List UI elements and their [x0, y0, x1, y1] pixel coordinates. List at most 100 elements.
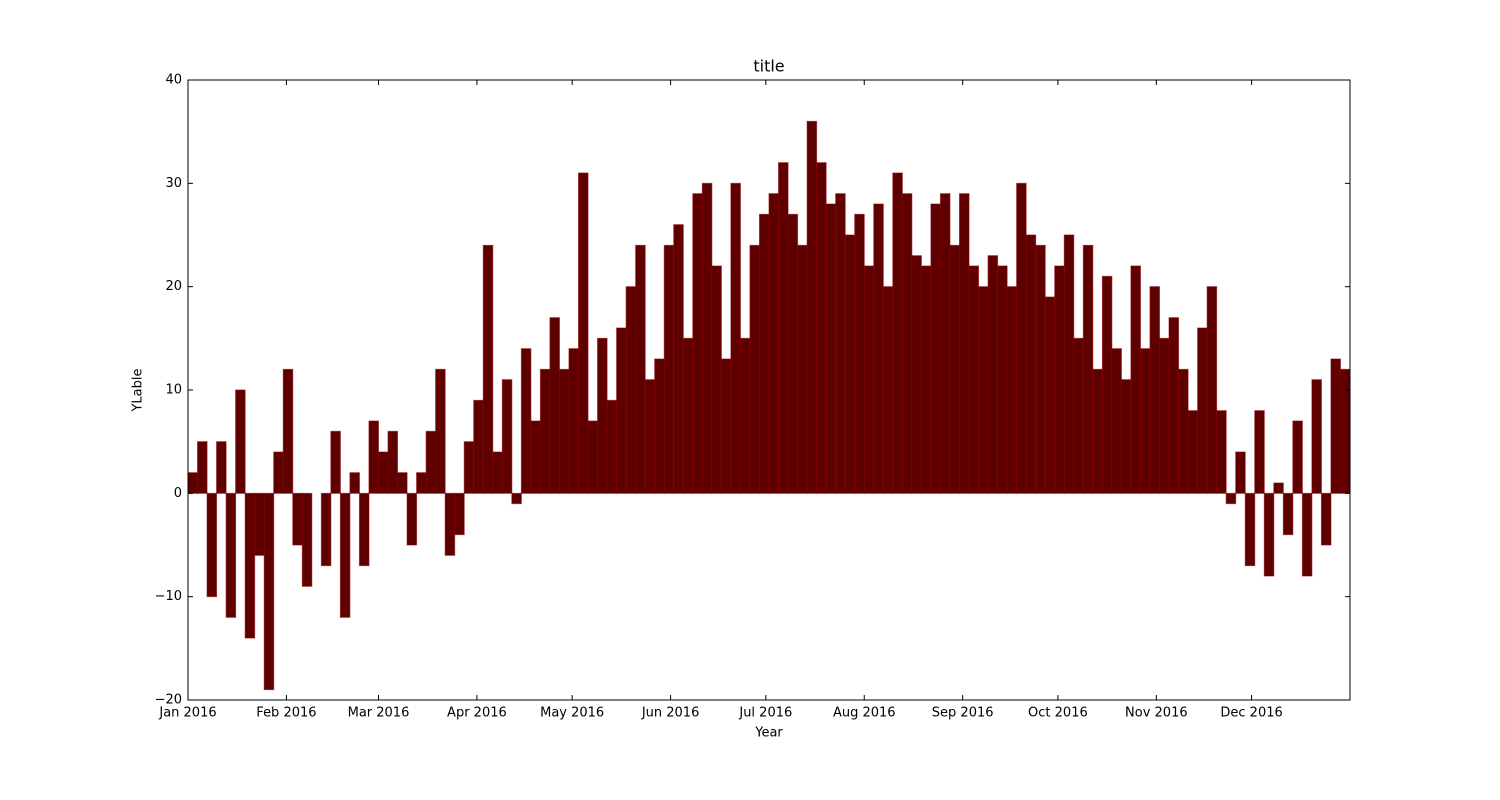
bar — [511, 492, 522, 505]
bar — [1035, 244, 1046, 494]
bar — [606, 399, 618, 494]
bar — [254, 492, 265, 556]
x-tick-label: May 2016 — [540, 706, 604, 721]
bar — [654, 358, 665, 494]
bar — [949, 244, 960, 494]
chart-title: title — [753, 57, 784, 76]
bar — [1282, 492, 1294, 536]
bar — [616, 327, 627, 494]
x-tick-label: Dec 2016 — [1220, 706, 1282, 721]
bar — [787, 213, 799, 494]
bar — [482, 244, 494, 494]
bar — [692, 193, 703, 494]
bar — [1263, 492, 1275, 577]
bar — [1082, 244, 1094, 494]
x-tick-label: Jul 2016 — [738, 706, 792, 721]
bar — [387, 430, 399, 494]
bar — [235, 389, 246, 494]
bar — [520, 348, 532, 494]
bar — [320, 492, 332, 567]
bar — [625, 286, 637, 494]
bar — [1120, 379, 1132, 494]
bar — [1330, 358, 1341, 494]
y-tick-label: 0 — [174, 486, 182, 501]
bar — [720, 358, 732, 494]
bar — [473, 399, 484, 494]
bar — [1159, 337, 1170, 494]
bar — [1197, 327, 1208, 494]
bar — [958, 193, 970, 494]
bar — [539, 368, 551, 494]
bar — [568, 348, 580, 494]
bar — [530, 420, 541, 494]
bar — [844, 234, 856, 494]
bar — [749, 244, 760, 494]
bar — [1073, 337, 1084, 494]
bar — [682, 337, 694, 494]
bar — [1054, 265, 1065, 494]
bar — [892, 172, 903, 494]
y-tick-label: 10 — [165, 383, 182, 398]
bar — [216, 441, 227, 494]
bar — [968, 265, 980, 494]
y-tick-label: 30 — [165, 176, 182, 191]
bar — [730, 182, 741, 494]
bar — [911, 255, 922, 494]
bar — [558, 368, 570, 494]
bar — [368, 420, 379, 494]
bar — [663, 244, 675, 494]
bar — [1044, 296, 1056, 494]
bar — [701, 182, 713, 494]
bar — [1025, 234, 1037, 494]
y-tick-label: 40 — [165, 73, 182, 88]
x-tick-label: Feb 2016 — [256, 706, 316, 721]
x-tick-label: Jun 2016 — [641, 706, 700, 721]
bar — [358, 492, 370, 567]
bar — [1092, 368, 1103, 494]
bar — [206, 492, 218, 598]
bar — [301, 492, 313, 587]
bar — [273, 451, 284, 494]
bar — [1006, 286, 1018, 494]
bar — [225, 492, 237, 618]
bar — [1235, 451, 1246, 494]
x-tick-label: Aug 2016 — [833, 706, 896, 721]
bar — [292, 492, 303, 546]
bar — [549, 317, 560, 494]
bar — [406, 492, 418, 546]
bar — [244, 492, 256, 639]
bar — [863, 265, 875, 494]
bar — [1111, 348, 1122, 494]
bar — [930, 203, 941, 494]
bar — [1339, 368, 1351, 494]
bar — [711, 265, 722, 494]
x-tick-label: Nov 2016 — [1125, 706, 1188, 721]
plot-frame — [187, 79, 1351, 701]
bar — [1206, 286, 1218, 494]
bar — [1254, 410, 1265, 494]
bar — [397, 472, 408, 494]
bar — [768, 193, 780, 494]
bar — [816, 162, 827, 494]
bar — [1311, 379, 1322, 494]
bar — [597, 337, 608, 494]
x-tick-label: Mar 2016 — [348, 706, 410, 721]
bar — [673, 224, 684, 494]
y-tick-label: −20 — [155, 693, 182, 708]
bar — [1292, 420, 1303, 494]
bar — [197, 441, 208, 494]
x-tick-label: Oct 2016 — [1028, 706, 1088, 721]
bar — [1301, 492, 1313, 577]
bar — [1187, 410, 1199, 494]
bar — [1130, 265, 1141, 494]
bar — [1178, 368, 1189, 494]
x-tick-label: Jan 2016 — [158, 706, 216, 721]
bar — [1216, 410, 1227, 494]
bar — [463, 441, 475, 494]
bar — [578, 172, 589, 494]
bar — [939, 193, 951, 494]
bar — [1149, 286, 1161, 494]
bar — [758, 213, 770, 494]
